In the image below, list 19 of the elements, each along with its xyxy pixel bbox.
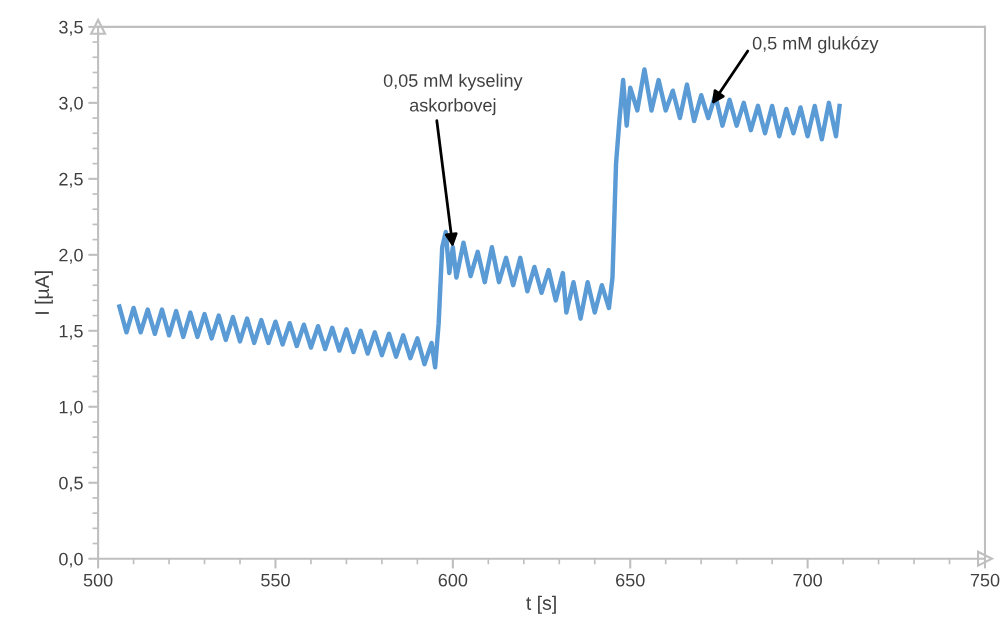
- y-tick-label: 1,5: [59, 324, 83, 340]
- x-tick-label: 550: [261, 573, 290, 587]
- y-axis-title: I [µA]: [34, 271, 53, 314]
- x-tick-label: 600: [438, 573, 468, 587]
- y-tick-label: 1,0: [59, 400, 83, 416]
- y-tick-label: 3,0: [59, 96, 83, 112]
- y-tick-label: 0,5: [59, 476, 83, 492]
- line-series: [117, 67, 842, 370]
- y-tick-label: 3,5: [59, 20, 83, 36]
- annotation: 0,05 mM kyseliny askorbovej: [383, 73, 523, 116]
- x-tick-label: 500: [83, 573, 113, 587]
- y-tick-label: 2,5: [59, 172, 83, 188]
- y-tick-label: 2,0: [59, 248, 83, 264]
- y-tick-label: 0,0: [59, 552, 83, 568]
- x-tick-label: 750: [970, 573, 1000, 587]
- x-tick-label: 650: [616, 573, 645, 587]
- annotation: 0,5 mM glukózy: [752, 36, 879, 54]
- x-tick-label: 700: [793, 573, 822, 587]
- x-axis-title: t [s]: [526, 595, 556, 614]
